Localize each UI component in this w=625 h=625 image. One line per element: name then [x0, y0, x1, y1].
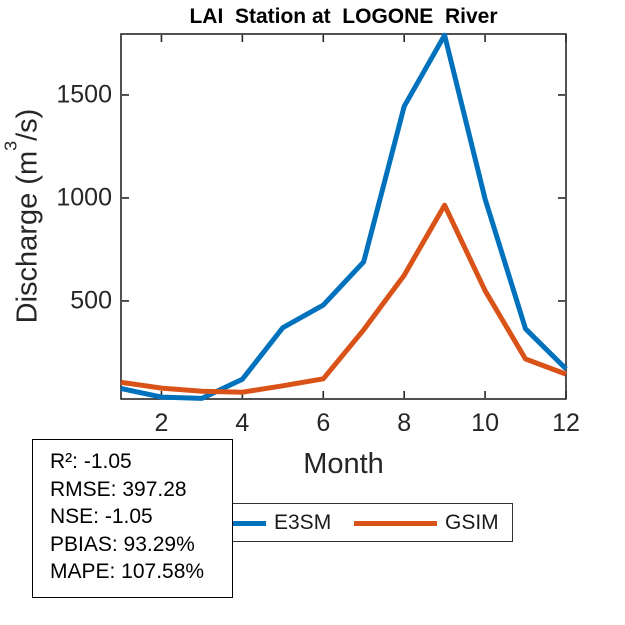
y-axis-title: Discharge (m3/s) [1, 108, 45, 324]
y-tick-label-1000: 1000 [56, 183, 112, 212]
series-line-e3sm [120, 32, 568, 401]
series-line-gsim [120, 202, 567, 395]
statistics-textbox: R²: -1.05 RMSE: 397.28 NSE: -1.05 PBIAS:… [32, 439, 233, 598]
legend-label-gsim: GSIM [445, 510, 499, 534]
y-axis-title-text: Discharge (m [11, 150, 44, 324]
stat-nse: NSE: -1.05 [50, 505, 153, 528]
y-tick-label-500: 500 [70, 286, 112, 315]
legend-label-e3sm: E3SM [274, 510, 332, 534]
stat-r2: R²: -1.05 [50, 450, 132, 473]
y-axis-title-units: /s) [11, 108, 44, 141]
x-tick-label-8: 8 [397, 409, 412, 437]
y-axis-title-superscript: 3 [0, 140, 21, 151]
chart-title: LAI Station at LOGONE River [189, 5, 498, 28]
x-tick-label-4: 4 [235, 409, 250, 437]
stat-rmse: RMSE: 397.28 [50, 477, 187, 501]
axes-box [120, 33, 567, 400]
stat-pbias: PBIAS: 93.29% [50, 532, 195, 556]
legend-line-sample-gsim [354, 521, 437, 526]
x-tick-label-2: 2 [154, 409, 169, 437]
x-tick-label-10: 10 [471, 409, 499, 437]
x-axis-title: Month [303, 448, 384, 480]
x-tick-label-6: 6 [316, 409, 331, 437]
x-tick-label-12: 12 [552, 409, 580, 437]
stat-mape: MAPE: 107.58% [50, 560, 205, 583]
y-tick-label-1500: 1500 [56, 80, 112, 109]
